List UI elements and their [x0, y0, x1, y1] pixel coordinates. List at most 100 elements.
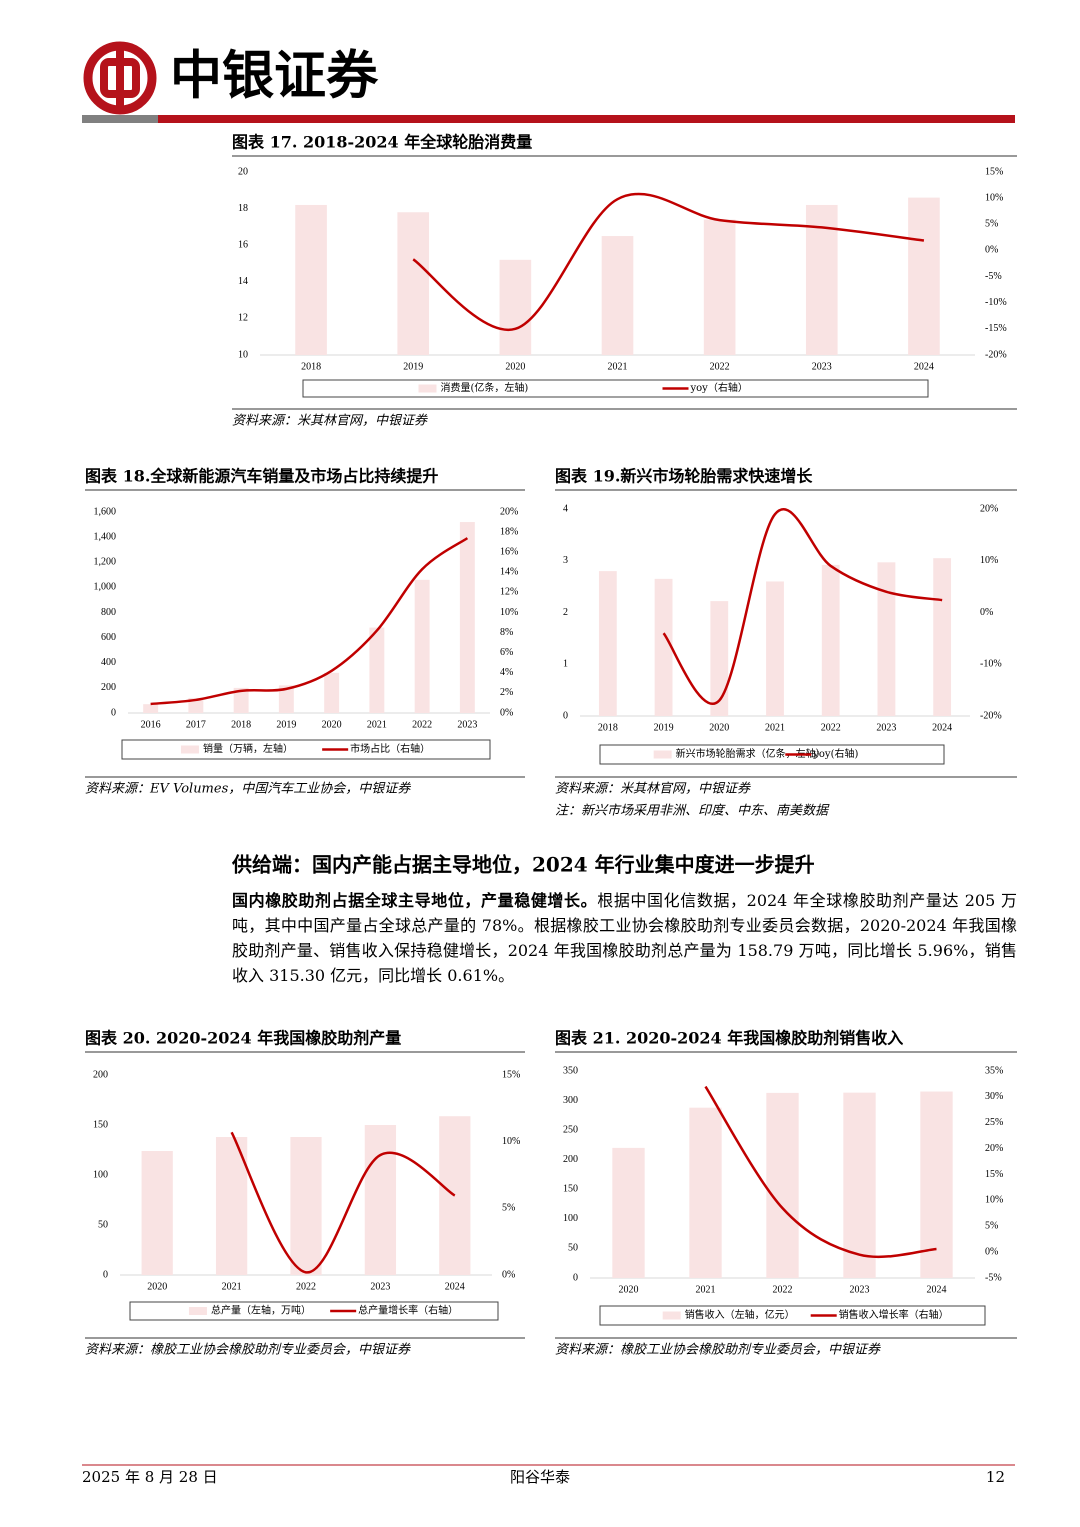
y2-tick-label: -5%: [985, 271, 1002, 282]
bar: [141, 1151, 173, 1275]
legend-swatch: [653, 750, 672, 759]
y-tick-label: 50: [568, 1243, 578, 1254]
y-tick-label: 0: [563, 710, 568, 721]
x-tick-label: 2022: [296, 1281, 316, 1292]
y2-tick-label: 12%: [500, 587, 518, 598]
chart-title: 图表 17. 2018-2024 年全球轮胎消费量: [232, 133, 532, 152]
y-tick-label: 0: [103, 1269, 108, 1280]
paragraph-lead: 国内橡胶助剂占据全球主导地位，产量稳健增长。: [232, 891, 598, 910]
y2-tick-label: 0%: [502, 1269, 515, 1280]
y-tick-label: 100: [93, 1169, 108, 1180]
y-tick-label: 250: [563, 1124, 578, 1135]
y2-tick-label: 35%: [985, 1065, 1003, 1076]
x-tick-label: 2021: [608, 361, 628, 372]
y-tick-label: 1: [563, 659, 568, 670]
bar: [143, 704, 159, 713]
x-tick-label: 2022: [773, 1284, 793, 1295]
x-tick-label: 2024: [914, 361, 934, 372]
y-tick-label: 100: [563, 1213, 578, 1224]
bar: [877, 562, 896, 716]
x-tick-label: 2018: [598, 722, 618, 733]
y2-tick-label: 20%: [500, 506, 518, 517]
y2-tick-label: 10%: [985, 1195, 1003, 1206]
y2-tick-label: 2%: [500, 687, 513, 698]
bar: [612, 1147, 645, 1278]
x-tick-label: 2023: [457, 719, 477, 730]
bar: [369, 627, 385, 713]
y2-tick-label: 0%: [985, 1246, 998, 1257]
x-tick-label: 2023: [850, 1284, 870, 1295]
y2-tick-label: 20%: [985, 1143, 1003, 1154]
legend-box: [129, 1301, 499, 1321]
chart-title: 图表 19.新兴市场轮胎需求快速增长: [555, 467, 813, 486]
x-tick-label: 2023: [370, 1281, 390, 1292]
bar: [188, 697, 204, 713]
legend-label: 消费量(亿条，左轴): [441, 381, 529, 394]
y2-tick-label: 18%: [500, 526, 518, 537]
y-tick-label: 350: [563, 1065, 578, 1076]
y2-tick-label: 6%: [500, 647, 513, 658]
y2-tick-label: -20%: [980, 710, 1002, 721]
y2-tick-label: 14%: [500, 567, 518, 578]
chart-title: 图表 21. 2020-2024 年我国橡胶助剂销售收入: [555, 1029, 903, 1048]
y-tick-label: 18: [238, 203, 248, 214]
legend-label: 市场占比（右轴）: [350, 742, 430, 755]
bar: [920, 1091, 953, 1278]
y-tick-label: 10: [238, 349, 248, 360]
legend-label: yoy（右轴）: [690, 381, 748, 394]
y2-tick-label: 15%: [985, 1169, 1003, 1180]
y2-tick-label: 8%: [500, 627, 513, 638]
y-tick-label: 12: [238, 313, 248, 324]
x-tick-label: 2021: [765, 722, 785, 733]
y2-tick-label: 0%: [980, 607, 993, 618]
y2-tick-label: 10%: [980, 555, 998, 566]
x-tick-label: 2020: [322, 719, 342, 730]
legend-label: 总产量（左轴，万吨）: [211, 1304, 311, 1317]
y-tick-label: 200: [101, 682, 116, 693]
y-tick-label: 400: [101, 657, 116, 668]
bar: [821, 564, 840, 716]
x-tick-label: 2021: [222, 1281, 242, 1292]
source: 资料来源：橡胶工业协会橡胶助剂专业委员会，中银证券: [85, 1343, 411, 1358]
legend-box: [302, 379, 929, 398]
x-tick-label: 2019: [654, 722, 674, 733]
y2-tick-label: 20%: [980, 503, 998, 514]
y-tick-label: 2: [563, 607, 568, 618]
paragraph: 国内橡胶助剂占据全球主导地位，产量稳健增长。根据中国化信数据，2024 年全球橡…: [232, 888, 1017, 988]
legend-swatch: [662, 1311, 681, 1320]
source: 资料来源：米其林官网，中银证券: [232, 414, 428, 429]
bar: [215, 1137, 248, 1275]
bar: [843, 1092, 876, 1278]
bar: [908, 197, 940, 355]
x-tick-label: 2017: [186, 719, 206, 730]
x-tick-label: 2022: [710, 361, 730, 372]
source: 资料来源：橡胶工业协会橡胶助剂专业委员会，中银证券: [555, 1343, 881, 1358]
legend-box: [599, 744, 945, 765]
x-tick-label: 2023: [876, 722, 896, 733]
x-tick-label: 2019: [403, 361, 423, 372]
legend-box: [599, 1305, 986, 1326]
y2-tick-label: 0%: [985, 245, 998, 256]
legend-swatch: [188, 1307, 207, 1315]
legend-label: 销售收入增长率（右轴）: [839, 1308, 949, 1321]
legend-label: 总产量增长率（右轴）: [358, 1304, 458, 1317]
source: 资料来源：EV Volumes，中国汽车工业协会，中银证券: [85, 782, 411, 797]
x-tick-label: 2023: [812, 361, 832, 372]
bar: [397, 212, 430, 355]
y-tick-label: 600: [101, 632, 116, 643]
y-tick-label: 200: [93, 1069, 108, 1080]
y2-tick-label: -5%: [985, 1272, 1002, 1283]
chart-title: 图表 18.全球新能源汽车销量及市场占比持续提升: [85, 467, 438, 486]
y2-tick-label: 0%: [500, 707, 513, 718]
x-tick-label: 2021: [696, 1284, 716, 1295]
y-tick-label: 150: [563, 1184, 578, 1195]
y-tick-label: 50: [98, 1219, 108, 1230]
y2-tick-label: 10%: [500, 607, 518, 618]
legend-label: 销售收入（左轴，亿元）: [685, 1308, 795, 1321]
bar: [439, 1116, 471, 1275]
bar: [654, 578, 673, 716]
bar: [689, 1107, 722, 1278]
line: [662, 508, 943, 705]
bar: [703, 219, 736, 355]
legend-label: 新兴市场轮胎需求（亿条，左轴）: [676, 747, 826, 760]
